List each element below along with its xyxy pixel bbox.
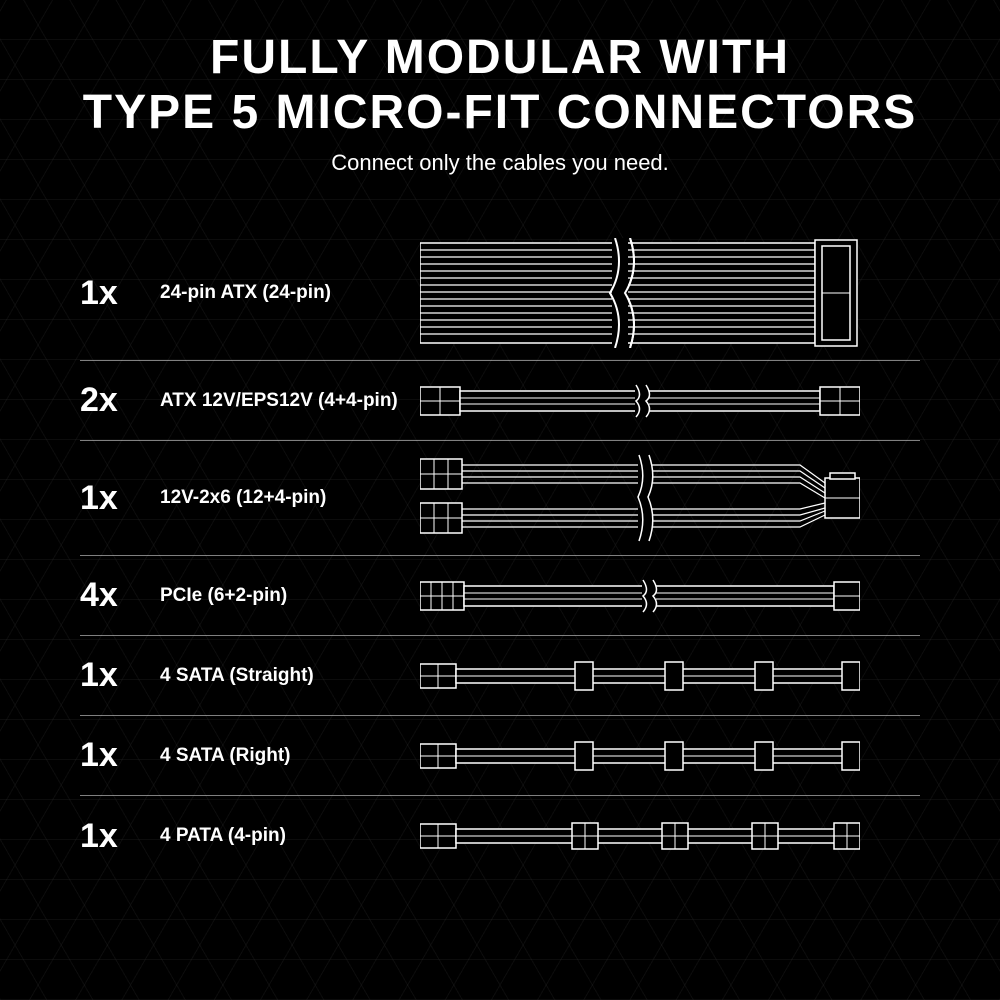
cable-table: 1x 24-pin ATX (24-pin) (80, 226, 920, 876)
quantity: 1x (80, 479, 160, 518)
quantity: 4x (80, 576, 160, 615)
cable-label: ATX 12V/EPS12V (4+4-pin) (160, 390, 420, 412)
cable-diagram-atx24 (420, 238, 920, 348)
quantity: 1x (80, 817, 160, 856)
table-row: 1x 4 PATA (4-pin) (80, 796, 920, 876)
table-row: 1x 4 SATA (Straight) (80, 636, 920, 716)
cable-diagram-pcie (420, 576, 920, 616)
quantity: 1x (80, 656, 160, 695)
quantity: 1x (80, 274, 160, 313)
cable-label: 24-pin ATX (24-pin) (160, 282, 420, 304)
quantity: 2x (80, 381, 160, 420)
table-row: 2x ATX 12V/EPS12V (4+4-pin) (80, 361, 920, 441)
table-row: 1x 4 SATA (Right) (80, 716, 920, 796)
main-title: FULLY MODULAR WITH TYPE 5 MICRO-FIT CONN… (80, 30, 920, 140)
table-row: 1x 24-pin ATX (24-pin) (80, 226, 920, 361)
quantity: 1x (80, 736, 160, 775)
cable-diagram-eps (420, 381, 920, 421)
cable-label: 4 PATA (4-pin) (160, 825, 420, 847)
cable-diagram-12vhpwr (420, 453, 920, 543)
table-row: 1x 12V-2x6 (12+4-pin) (80, 441, 920, 556)
table-row: 4x PCIe (6+2-pin) (80, 556, 920, 636)
cable-label: 4 SATA (Straight) (160, 665, 420, 687)
cable-diagram-sata-straight (420, 656, 920, 696)
cable-label: 12V-2x6 (12+4-pin) (160, 487, 420, 509)
subtitle: Connect only the cables you need. (80, 150, 920, 176)
cable-label: PCIe (6+2-pin) (160, 585, 420, 607)
cable-diagram-sata-right (420, 736, 920, 776)
title-line-1: FULLY MODULAR WITH (210, 31, 790, 84)
cable-label: 4 SATA (Right) (160, 745, 420, 767)
cable-diagram-pata (420, 816, 920, 856)
title-line-2: TYPE 5 MICRO-FIT CONNECTORS (83, 86, 918, 139)
